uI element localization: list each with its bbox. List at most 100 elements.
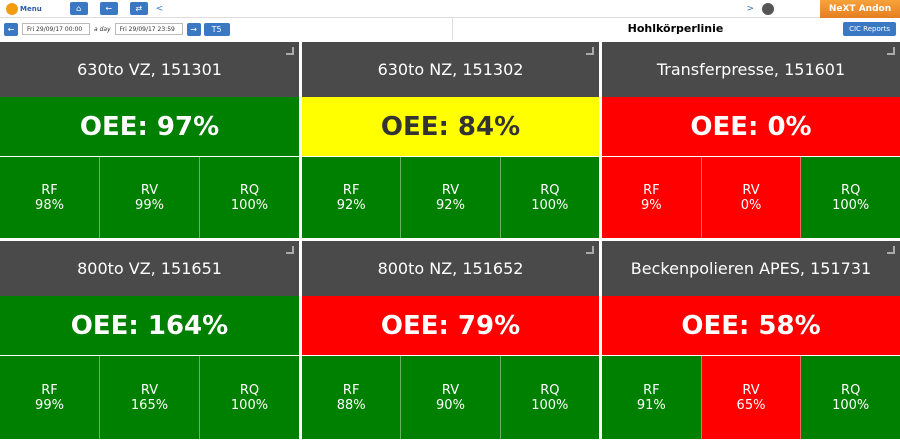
machine-name: Beckenpolieren APES, 151731 <box>602 241 900 296</box>
metric-label: RF <box>643 382 660 398</box>
metric-label: RQ <box>841 382 861 398</box>
metric-label: RQ <box>239 182 260 198</box>
home-button[interactable]: ⌂ <box>69 2 88 15</box>
metric-label: RQ <box>540 182 560 198</box>
metric-value: 0% <box>740 197 762 213</box>
user-icon[interactable] <box>762 3 774 15</box>
metric-cell: RF 92% <box>302 157 402 238</box>
metric-label: RF <box>342 382 360 398</box>
prev-button[interactable]: ← <box>4 22 18 36</box>
metric-label: RV <box>441 382 460 398</box>
machine-tile[interactable]: 630to VZ, 151301 OEE: 97% RF 98% RV 99% RQ 100% <box>0 42 299 238</box>
metric-value: 165% <box>130 397 169 413</box>
metric-label: RQ <box>540 382 560 398</box>
span-label: a day <box>94 25 111 33</box>
metric-cell: RV 0% <box>701 157 802 238</box>
metric-value: 98% <box>35 197 64 213</box>
oee-value: OEE: 58% <box>602 296 900 356</box>
from-field[interactable]: Fri 29/09/17 00:00 <box>22 23 90 35</box>
shift-select[interactable]: T5 <box>203 22 230 36</box>
machine-tile[interactable]: 800to VZ, 151651 OEE: 164% RF 99% RV 165% RQ 10… <box>0 241 299 439</box>
metric-cell: RF 98% <box>0 157 100 238</box>
menu-label: Menu <box>20 4 42 13</box>
metric-value: 91% <box>636 397 666 413</box>
metric-value: 100% <box>230 197 269 213</box>
metric-value: 100% <box>230 397 269 413</box>
machine-name: Transferpresse, 151601 <box>602 42 900 97</box>
metric-cell: RF 91% <box>602 356 702 439</box>
metric-value: 65% <box>736 397 766 413</box>
metric-value: 100% <box>832 197 870 213</box>
machine-name: 630to NZ, 151302 <box>302 42 599 97</box>
metric-cell: RV 165% <box>100 356 200 439</box>
metric-value: 99% <box>135 197 164 213</box>
oee-value: OEE: 84% <box>302 97 599 157</box>
machine-tile[interactable]: 800to NZ, 151652 OEE: 79% RF 88% RV 90% RQ 100% <box>302 241 599 439</box>
metric-value: 100% <box>531 397 569 413</box>
to-field[interactable]: Fri 29/09/17 23:59 <box>114 23 183 35</box>
refresh-button[interactable]: ⇄ <box>129 2 148 15</box>
metric-value: 99% <box>35 397 64 413</box>
reports-button[interactable]: CIC Reports <box>843 22 896 36</box>
metric-cell: RV 99% <box>100 157 200 238</box>
brand: NeXT Andon <box>820 0 900 18</box>
metric-label: RF <box>342 182 360 198</box>
metrics-row: RF 88% RV 90% RQ 100% <box>302 356 599 439</box>
metric-cell: RV 90% <box>401 356 501 439</box>
metric-label: RV <box>140 182 159 198</box>
metric-value: 92% <box>436 197 465 213</box>
oee-value: OEE: 0% <box>602 97 900 157</box>
metrics-row: RF 92% RV 92% RQ 100% <box>302 157 599 238</box>
metric-value: 90% <box>436 397 465 413</box>
metric-cell: RV 92% <box>401 157 501 238</box>
metric-label: RV <box>140 382 159 398</box>
metric-label: RV <box>742 382 760 398</box>
metric-cell: RQ 100% <box>801 157 900 238</box>
metric-cell: RQ 100% <box>200 157 299 238</box>
metric-cell: RQ 100% <box>500 356 599 439</box>
back-nav-button[interactable]: ← <box>99 2 118 15</box>
metric-label: RQ <box>239 382 260 398</box>
metric-cell: RQ 100% <box>801 356 900 439</box>
metric-label: RF <box>41 382 58 398</box>
metric-label: RF <box>41 182 58 198</box>
menu-button[interactable]: Menu <box>6 2 42 15</box>
metrics-row: RF 98% RV 99% RQ 100% <box>0 157 299 238</box>
machine-tile[interactable]: Beckenpolieren APES, 151731 OEE: 58% RF 91%… <box>602 241 900 439</box>
metric-value: 100% <box>832 397 870 413</box>
metric-label: RV <box>441 182 460 198</box>
metric-label: RV <box>742 182 760 198</box>
metric-cell: RQ 100% <box>500 157 599 238</box>
machine-tile[interactable]: Transferpresse, 151601 OEE: 0% RF 9% RV 0% RQ 1… <box>602 42 900 238</box>
tile-grid: 630to VZ, 151301 OEE: 97% RF 98% RV 99% RQ 100%… <box>0 42 900 439</box>
metric-cell: RF 99% <box>0 356 100 439</box>
next-button[interactable]: → <box>186 22 201 36</box>
metric-cell: RF 9% <box>602 157 702 238</box>
metrics-row: RF 91% RV 65% RQ 100% <box>602 356 900 439</box>
oee-value: OEE: 79% <box>302 296 599 356</box>
oee-value: OEE: 164% <box>0 296 299 356</box>
back-link[interactable]: < <box>155 3 164 14</box>
forward-link[interactable]: > <box>746 3 754 14</box>
metric-value: 9% <box>641 197 662 213</box>
metric-cell: RQ 100% <box>200 356 299 439</box>
top-bar: Menu ⌂ ← ⇄ < > NeXT Andon <box>0 0 900 18</box>
logo <box>6 2 18 15</box>
metrics-row: RF 99% RV 165% RQ 100% <box>0 356 299 439</box>
metric-label: RQ <box>841 182 861 198</box>
metric-value: 88% <box>336 397 366 413</box>
machine-name: 630to VZ, 151301 <box>0 42 299 97</box>
line-title: Hohlkörperlinie <box>452 18 898 40</box>
metric-cell: RV 65% <box>701 356 802 439</box>
metrics-row: RF 9% RV 0% RQ 100% <box>602 157 900 238</box>
toolbar: ← Fri 29/09/17 00:00 a day Fri 29/09/17 … <box>0 18 900 40</box>
metric-value: 100% <box>531 197 569 213</box>
machine-tile[interactable]: 630to NZ, 151302 OEE: 84% RF 92% RV 92% RQ 100% <box>302 42 599 238</box>
oee-value: OEE: 97% <box>0 97 299 157</box>
machine-name: 800to VZ, 151651 <box>0 241 299 296</box>
metric-label: RF <box>643 182 660 198</box>
metric-value: 92% <box>336 197 366 213</box>
metric-cell: RF 88% <box>302 356 402 439</box>
machine-name: 800to NZ, 151652 <box>302 241 599 296</box>
